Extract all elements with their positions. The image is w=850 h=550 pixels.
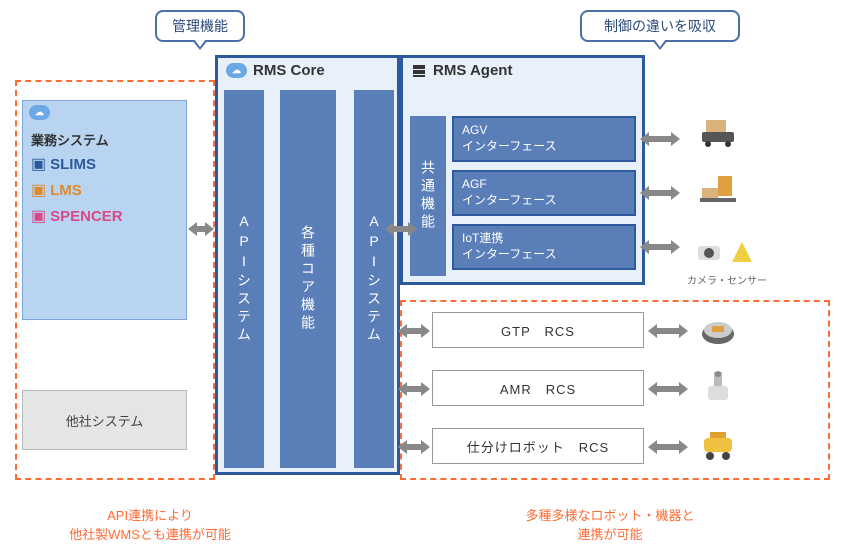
rms-core-header: ☁ RMS Core	[218, 58, 397, 83]
iface-agv: AGV インターフェース	[452, 116, 636, 162]
arrow-core-agent	[385, 222, 417, 236]
rcs-sort-text: 仕分けロボット RCS	[467, 437, 609, 456]
rms-agent-header: RMS Agent	[403, 58, 642, 83]
rms-core-title: RMS Core	[253, 62, 325, 79]
arrow-rcs-dev-2	[648, 382, 688, 396]
cube-icon: ▣	[31, 154, 46, 174]
cloud-icon: ☁	[226, 63, 247, 78]
bubble-control-absorb: 制御の違いを吸収	[580, 10, 740, 42]
camera-sensor-label: カメラ・センサー	[686, 272, 768, 287]
product-lms: ▣ LMS	[23, 177, 186, 203]
agent-common-col: 共通機能	[410, 116, 446, 276]
product-lms-name: LMS	[50, 182, 82, 199]
device-agv-icon	[698, 114, 738, 148]
core-col-api-right: APIシステム	[354, 90, 394, 468]
product-slims: ▣ SLIMS	[23, 151, 186, 177]
cube-icon: ▣	[31, 206, 46, 226]
bubble-management: 管理機能	[155, 10, 245, 42]
other-systems-box: 他社システム	[22, 390, 187, 450]
agent-common-text: 共通機能	[418, 160, 438, 232]
arrow-leftsys-core	[188, 222, 214, 236]
rcs-amr: AMR RCS	[432, 370, 644, 406]
arrow-iface-dev-3	[640, 240, 680, 254]
rcs-amr-text: AMR RCS	[500, 379, 576, 398]
bubble-left-text: 管理機能	[172, 18, 228, 34]
product-spencer-name: SPENCER	[50, 208, 123, 225]
core-col-api-left-text: APIシステム	[234, 213, 254, 345]
rcs-gtp-text: GTP RCS	[501, 321, 575, 340]
arrow-iface-dev-1	[640, 132, 680, 146]
iface-agv-text: AGV インターフェース	[462, 123, 557, 154]
left-systems-title: 業務システム	[23, 124, 186, 151]
device-sort-robot-icon	[698, 428, 738, 462]
left-systems-panel: ☁ 業務システム ▣ SLIMS ▣ LMS ▣ SPENCER	[22, 100, 187, 320]
iface-iot: IoT連携 インターフェース	[452, 224, 636, 270]
other-systems-text: 他社システム	[66, 411, 144, 430]
arrow-rcs-dev-3	[648, 440, 688, 454]
device-camera-sensor-icon	[694, 236, 754, 270]
arrow-core-rcs-1	[398, 324, 430, 338]
device-amr-robot-icon	[698, 370, 738, 404]
rcs-gtp: GTP RCS	[432, 312, 644, 348]
caption-left: API連携により 他社製WMSとも連携が可能	[20, 486, 280, 545]
rms-agent-title: RMS Agent	[433, 62, 512, 79]
product-slims-name: SLIMS	[50, 156, 96, 173]
diagram-canvas: 管理機能 制御の違いを吸収 ☁ RMS Core RMS Agent APIシス…	[0, 0, 850, 550]
rcs-sort: 仕分けロボット RCS	[432, 428, 644, 464]
arrow-core-rcs-2	[398, 382, 430, 396]
arrow-iface-dev-2	[640, 186, 680, 200]
device-gtp-robot-icon	[698, 316, 738, 350]
core-col-api-right-text: APIシステム	[364, 213, 384, 345]
core-col-center: 各種コア機能	[280, 90, 336, 468]
arrow-core-rcs-3	[398, 440, 430, 454]
core-col-api-left: APIシステム	[224, 90, 264, 468]
iface-agf-text: AGF インターフェース	[462, 177, 557, 208]
product-spencer: ▣ SPENCER	[23, 203, 186, 229]
server-icon	[411, 63, 427, 79]
device-agf-icon	[698, 172, 738, 206]
cube-icon: ▣	[31, 180, 46, 200]
core-col-center-text: 各種コア機能	[298, 225, 318, 333]
arrow-rcs-dev-1	[648, 324, 688, 338]
iface-iot-text: IoT連携 インターフェース	[462, 231, 557, 262]
caption-right: 多種多様なロボット・機器と 連携が可能	[460, 486, 760, 545]
iface-agf: AGF インターフェース	[452, 170, 636, 216]
bubble-right-text: 制御の違いを吸収	[604, 18, 716, 34]
cloud-icon: ☁	[29, 105, 50, 120]
